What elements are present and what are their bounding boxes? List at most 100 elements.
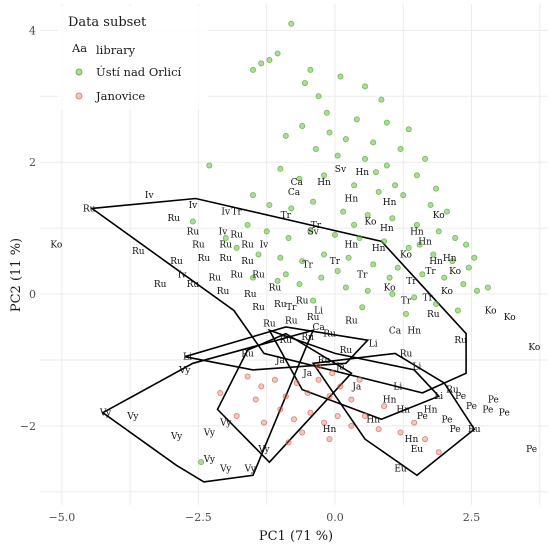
library-label: Ru — [187, 280, 200, 290]
point-usti — [372, 169, 379, 176]
point-janovice — [381, 403, 388, 410]
point-usti — [250, 66, 257, 73]
library-label: Pe — [441, 415, 452, 425]
point-usti — [405, 126, 412, 133]
library-label: Iv — [260, 241, 270, 251]
library-label: Vy — [126, 412, 139, 422]
library-label: Ja — [275, 356, 286, 366]
point-janovice — [260, 419, 267, 426]
point-usti — [310, 297, 317, 304]
library-label: Hn — [405, 435, 419, 445]
library-label: Ru — [446, 386, 459, 396]
legend-key-janovice — [75, 92, 83, 100]
library-label: Hn — [443, 254, 457, 264]
point-usti — [435, 228, 442, 235]
library-label: Ja — [302, 369, 313, 379]
point-usti — [250, 192, 257, 199]
point-usti — [443, 208, 450, 215]
point-usti — [334, 152, 341, 159]
point-usti — [463, 241, 470, 248]
library-label: Ru — [230, 270, 243, 280]
library-label: Vy — [99, 409, 112, 419]
point-janovice — [326, 393, 333, 400]
library-label: Ko — [504, 313, 516, 323]
x-tick-label: 2.5 — [463, 511, 481, 524]
point-usti — [321, 172, 328, 179]
legend-label-janovice: Janovice — [95, 89, 145, 103]
library-label: Ru — [252, 303, 265, 313]
point-usti — [471, 254, 478, 261]
library-label: Iv — [178, 270, 188, 280]
point-janovice — [321, 419, 328, 426]
library-hull — [267, 328, 441, 421]
x-axis-title: PC1 (71 %) — [259, 529, 333, 544]
point-usti — [427, 202, 434, 209]
library-label: Ca — [291, 178, 304, 188]
library-label: Hn — [366, 415, 380, 425]
library-label: Ru — [217, 287, 230, 297]
point-usti — [301, 80, 308, 87]
library-label: Ru — [219, 241, 232, 251]
y-tick-label: 2 — [29, 156, 36, 169]
point-usti — [288, 20, 295, 27]
library-label: Ru — [263, 320, 276, 330]
point-janovice — [252, 396, 259, 403]
point-usti — [189, 218, 196, 225]
point-usti — [315, 93, 322, 100]
point-usti — [274, 50, 281, 57]
point-usti — [370, 139, 377, 146]
point-usti — [370, 261, 377, 268]
library-label: Hn — [323, 425, 337, 435]
library-label: Tr — [231, 208, 242, 218]
point-usti — [318, 274, 325, 281]
library-label: Hn — [429, 257, 443, 267]
library-hulls — [89, 197, 476, 483]
point-janovice — [315, 376, 322, 383]
library-label: Iv — [145, 191, 155, 201]
library-label: Ru — [269, 283, 282, 293]
library-label: Iv — [221, 208, 231, 218]
library-label: Ca — [288, 188, 301, 198]
library-label: Ru — [285, 316, 298, 326]
library-label: Vy — [178, 366, 191, 376]
library-label: Ru — [192, 241, 205, 251]
library-label: Tr — [330, 257, 341, 267]
point-usti — [337, 73, 344, 80]
point-usti — [389, 291, 396, 298]
point-usti — [244, 221, 251, 228]
point-usti — [326, 129, 333, 136]
point-usti — [206, 162, 213, 169]
y-tick-label: 0 — [29, 288, 36, 301]
library-label: Hn — [345, 194, 359, 204]
library-label: Li — [393, 382, 402, 392]
point-janovice — [411, 419, 418, 426]
point-usti — [342, 136, 349, 143]
library-label: Pe — [455, 392, 466, 402]
library-label: Ru — [230, 231, 243, 241]
library-label: Ko — [384, 283, 396, 293]
point-janovice — [293, 380, 300, 387]
library-label: Ca — [389, 326, 402, 336]
legend-label-library: library — [96, 43, 136, 57]
library-label: Eu — [394, 465, 407, 475]
point-usti — [285, 235, 292, 242]
library-label: Ru — [301, 333, 314, 343]
library-label: Vy — [219, 465, 232, 475]
library-label: Ko — [433, 211, 445, 221]
library-label: Ko — [365, 218, 377, 228]
library-label: Hn — [345, 241, 359, 251]
point-usti — [449, 258, 456, 265]
library-label: Ru — [241, 257, 254, 267]
point-usti — [299, 258, 306, 265]
axis-ticks: −5.0 −2.5 0.0 2.5 −2 0 2 4 — [20, 24, 480, 524]
library-label: Vy — [219, 419, 232, 429]
point-janovice — [422, 436, 429, 443]
point-usti — [402, 310, 409, 317]
point-janovice — [337, 383, 344, 390]
library-label: Ko — [400, 251, 412, 261]
library-label: Ru — [427, 310, 440, 320]
point-usti — [277, 165, 284, 172]
library-label: Vy — [244, 465, 257, 475]
point-usti — [274, 277, 281, 284]
